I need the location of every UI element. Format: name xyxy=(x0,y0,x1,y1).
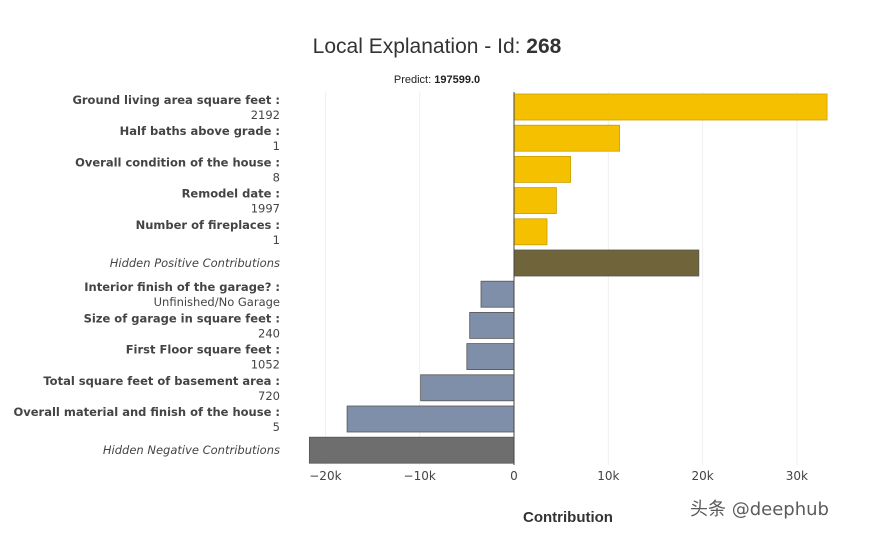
feature-name: Ground living area square feet : xyxy=(72,93,280,107)
feature-name: Size of garage in square feet : xyxy=(84,311,280,325)
bar-negative[interactable] xyxy=(469,311,515,339)
bar-negative[interactable] xyxy=(420,374,515,402)
feature-value: 1052 xyxy=(251,358,280,372)
feature-name: Number of fireplaces : xyxy=(136,218,280,232)
feature-value: 240 xyxy=(258,326,280,340)
feature-value: 1 xyxy=(273,139,280,153)
bar-hidden-negative[interactable] xyxy=(308,436,515,464)
feature-name: Total square feet of basement area : xyxy=(43,374,280,388)
bars xyxy=(308,92,828,465)
hidden-contributions-label: Hidden Positive Contributions xyxy=(110,256,280,270)
x-tick-label: 20k xyxy=(691,469,713,483)
bar-negative[interactable] xyxy=(466,343,515,371)
watermark: 头条 @deephub xyxy=(690,499,829,520)
x-ticks: −20k −10k 0 10k 20k 30k xyxy=(309,469,808,483)
hidden-contributions-label: Hidden Negative Contributions xyxy=(103,443,280,457)
feature-name: First Floor square feet : xyxy=(126,343,280,357)
feature-value: 1997 xyxy=(251,202,280,216)
chart-subtitle: Predict: 197599.0 xyxy=(394,74,480,86)
feature-name: Overall condition of the house : xyxy=(75,155,280,169)
bar-positive[interactable] xyxy=(513,218,548,246)
bar-negative[interactable] xyxy=(480,280,515,308)
feature-name: Remodel date : xyxy=(182,187,280,201)
bar-positive[interactable] xyxy=(513,187,557,215)
x-axis-label: Contribution xyxy=(523,509,613,526)
feature-value: 8 xyxy=(273,170,280,184)
bar-positive[interactable] xyxy=(513,124,621,152)
feature-name: Interior finish of the garage? : xyxy=(84,280,280,294)
chart-title: Local Explanation - Id: 268 xyxy=(313,35,562,58)
bar-hidden-positive[interactable] xyxy=(513,249,700,277)
feature-value: Unfinished/No Garage xyxy=(154,295,280,309)
feature-name: Half baths above grade : xyxy=(120,124,280,138)
x-tick-label: −20k xyxy=(309,469,341,483)
x-tick-label: 0 xyxy=(510,469,518,483)
y-labels: Ground living area square feet :2192 Half… xyxy=(13,93,280,457)
feature-value: 720 xyxy=(258,389,280,403)
gridlines xyxy=(324,92,798,465)
bar-positive[interactable] xyxy=(513,93,828,121)
x-tick-label: 10k xyxy=(597,469,619,483)
feature-value: 1 xyxy=(273,233,280,247)
x-tick-label: −10k xyxy=(404,469,436,483)
bar-positive[interactable] xyxy=(513,155,571,183)
bar-negative[interactable] xyxy=(346,405,515,433)
feature-name: Overall material and finish of the house… xyxy=(13,405,280,419)
feature-value: 5 xyxy=(273,420,280,434)
feature-value: 2192 xyxy=(251,108,280,122)
x-tick-label: 30k xyxy=(786,469,808,483)
